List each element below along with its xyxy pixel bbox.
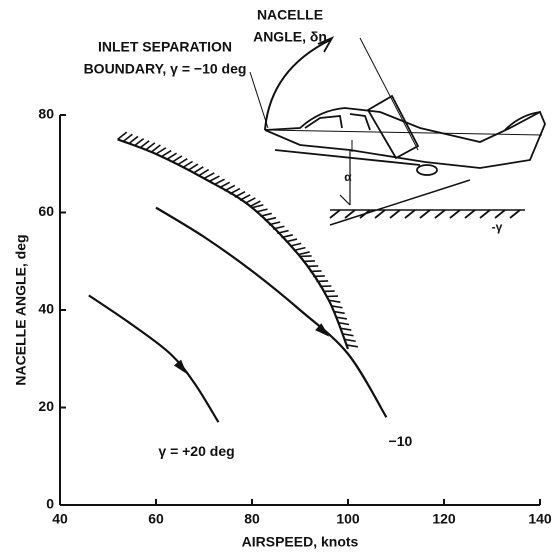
hatch — [129, 136, 138, 143]
hatch — [214, 179, 224, 184]
hatch — [177, 159, 187, 165]
x-tick-label: 140 — [528, 511, 552, 527]
aircraft-diagram — [250, 38, 545, 225]
hatch — [260, 213, 271, 216]
y-axis-label: NACELLE ANGLE, deg — [13, 234, 29, 385]
y-tick-label: 40 — [38, 301, 54, 317]
x-tick-label: 120 — [432, 511, 456, 527]
hatch — [298, 252, 309, 255]
x-axis-label: AIRSPEED, knots — [242, 534, 359, 550]
hatch — [204, 173, 214, 178]
line — [118, 139, 348, 349]
line — [89, 295, 219, 422]
page: {"chart_data":{"type":"line", "x_label":… — [0, 0, 559, 554]
arrowhead — [174, 360, 187, 374]
hatch — [183, 161, 193, 167]
x-tick-label: 40 — [52, 511, 68, 527]
x-tick-label: 60 — [148, 511, 164, 527]
hatch — [235, 192, 245, 197]
hatch — [146, 143, 155, 150]
chart: NACELLE ANGLE, δn INLET SEPARATION BOUND… — [0, 0, 559, 554]
hatch — [219, 182, 229, 187]
hatch — [123, 134, 132, 141]
hatch — [224, 185, 234, 190]
y-tick-label: 20 — [38, 398, 54, 414]
hatch — [256, 209, 267, 212]
x-tick-label: 80 — [244, 511, 260, 527]
hatch — [230, 189, 240, 194]
annotation: -γ — [492, 220, 503, 234]
hatch — [167, 153, 177, 159]
hatch — [172, 156, 182, 162]
hatch — [199, 170, 209, 176]
annotation: INLET SEPARATION — [98, 39, 232, 55]
annotation: ANGLE, δn — [253, 29, 327, 45]
hatch — [151, 145, 160, 152]
hatch — [188, 164, 198, 170]
series-label: −10 — [389, 433, 413, 449]
series-label: γ = +20 deg — [158, 443, 234, 459]
hatch — [193, 167, 203, 173]
x-tick-label: 100 — [336, 511, 360, 527]
hatch — [209, 176, 219, 181]
hatch — [134, 139, 143, 146]
hatch — [245, 198, 255, 203]
hatch — [290, 243, 301, 246]
y-tick-label: 60 — [38, 203, 54, 219]
hatch — [156, 148, 166, 154]
annotation: BOUNDARY, γ = −10 deg — [84, 61, 247, 77]
hatch — [294, 248, 305, 251]
y-tick-label: 80 — [38, 106, 54, 122]
hatch — [118, 132, 127, 139]
y-tick-label: 0 — [46, 496, 54, 512]
hatch — [240, 195, 250, 200]
annotation: α — [344, 170, 352, 184]
annotation: NACELLE — [257, 7, 323, 23]
hatch — [161, 151, 171, 157]
line — [156, 208, 386, 418]
hatch — [140, 141, 149, 148]
